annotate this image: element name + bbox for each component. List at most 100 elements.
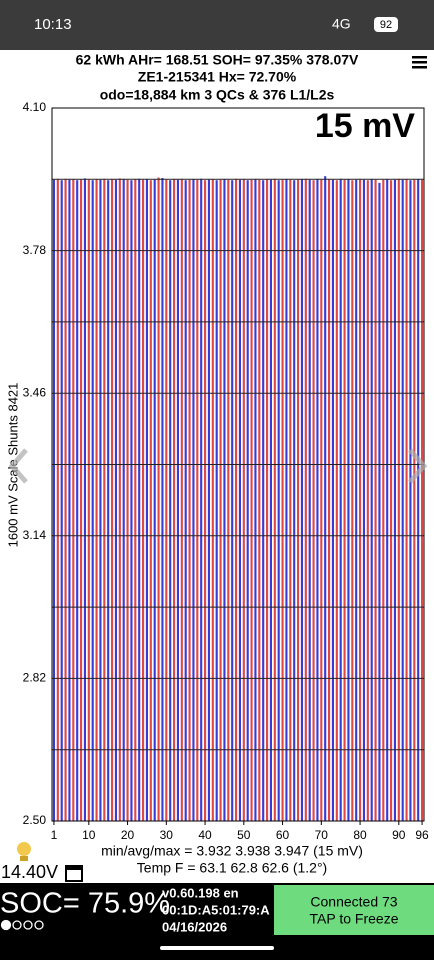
bar xyxy=(99,179,102,822)
bar xyxy=(312,180,315,821)
battery-icon xyxy=(374,17,398,32)
bar xyxy=(343,179,346,822)
bar xyxy=(165,179,168,822)
bar xyxy=(149,180,152,821)
bar xyxy=(335,180,338,821)
bar xyxy=(358,179,362,822)
nav-handle xyxy=(160,946,274,950)
y-tick-label: 4.10 xyxy=(23,100,47,114)
bar xyxy=(347,179,350,822)
bar xyxy=(188,179,191,822)
mac: 00:1D:A5:01:79:A xyxy=(162,902,270,917)
tap: TAP to Freeze xyxy=(310,911,399,927)
bar xyxy=(141,179,145,822)
status-bar xyxy=(0,0,434,50)
bar xyxy=(331,179,335,822)
bar xyxy=(130,180,133,821)
bar xyxy=(227,179,230,822)
bar xyxy=(153,179,156,822)
bar xyxy=(374,179,377,822)
version: v0.60.198 en xyxy=(162,885,239,900)
bar xyxy=(211,179,214,822)
bar xyxy=(72,179,75,822)
bar xyxy=(126,179,129,822)
bar xyxy=(122,179,125,822)
connect-button[interactable]: Connected 73 TAP to Freeze xyxy=(274,885,434,935)
battery: 92 xyxy=(380,19,392,31)
bar xyxy=(87,179,90,822)
soc: SOC= 75.9% xyxy=(0,888,170,920)
bar xyxy=(370,179,373,822)
y-tick-label: 3.46 xyxy=(23,385,47,399)
bar xyxy=(110,179,114,822)
bar xyxy=(409,180,412,821)
bar xyxy=(293,180,296,821)
bar xyxy=(386,179,389,822)
bar xyxy=(304,178,307,821)
bar xyxy=(296,179,300,822)
x-tick-label: 40 xyxy=(198,828,212,842)
y-tick-label: 3.78 xyxy=(23,243,47,257)
bar xyxy=(397,178,400,821)
plot xyxy=(52,107,424,822)
bar xyxy=(192,179,195,822)
x-tick-label: 90 xyxy=(392,828,406,842)
bar xyxy=(316,179,319,822)
bar xyxy=(242,179,245,822)
bar xyxy=(324,176,327,822)
x-tick-label: 96 xyxy=(415,828,429,842)
bar xyxy=(223,179,226,822)
bar xyxy=(389,180,393,821)
bar xyxy=(180,178,183,821)
calendar-icon[interactable] xyxy=(65,865,83,882)
bar xyxy=(79,179,83,822)
bar xyxy=(203,180,207,821)
bar xyxy=(262,180,265,821)
header-line: 62 kWh AHr= 168.51 SOH= 97.35% 378.07V xyxy=(76,52,359,68)
bar xyxy=(64,178,67,821)
bar xyxy=(176,179,180,822)
x-tick-label: 50 xyxy=(237,828,251,842)
bar xyxy=(277,180,280,821)
bar xyxy=(281,179,284,822)
next-arrow[interactable] xyxy=(408,448,428,484)
y-tick-label: 3.14 xyxy=(23,528,47,542)
bar xyxy=(76,180,79,821)
bar xyxy=(308,179,311,822)
header-line: odo=18,884 km 3 QCs & 376 L1/L2s xyxy=(100,87,335,103)
y-tick-label: 2.82 xyxy=(23,671,47,685)
bulb-icon xyxy=(17,842,31,861)
bar xyxy=(289,179,292,822)
x-tick-label: 80 xyxy=(353,828,367,842)
bar xyxy=(56,179,59,822)
prev-arrow[interactable] xyxy=(8,448,28,484)
bar xyxy=(118,178,121,821)
menu-icon[interactable] xyxy=(412,56,427,69)
bar xyxy=(327,179,331,822)
bar xyxy=(269,179,273,822)
page-dots xyxy=(0,919,44,931)
annotation: 15 mV xyxy=(315,107,415,145)
header-line: ZE1-215341 Hx= 72.70% xyxy=(138,69,297,85)
bar xyxy=(60,180,63,821)
bar xyxy=(382,179,385,822)
bar xyxy=(83,178,87,821)
connected: Connected 73 xyxy=(310,894,397,910)
bar xyxy=(95,179,98,822)
x-tick-label: 10 xyxy=(82,828,96,842)
voltage: 14.40V xyxy=(1,862,58,882)
bar xyxy=(91,180,94,821)
bar xyxy=(238,179,242,822)
y-tick-label: 2.50 xyxy=(23,813,47,827)
bar xyxy=(138,178,141,821)
temp: Temp F = 63.1 62.8 62.6 (1.2°) xyxy=(137,860,327,876)
x-tick-label: 30 xyxy=(160,828,174,842)
bar xyxy=(207,179,211,822)
network: 4G xyxy=(332,16,351,32)
bar xyxy=(107,180,110,821)
x-tick-label: 70 xyxy=(315,828,329,842)
bar xyxy=(250,179,253,822)
bar xyxy=(351,180,354,821)
date: 04/16/2026 xyxy=(162,919,227,934)
bar xyxy=(405,179,408,822)
